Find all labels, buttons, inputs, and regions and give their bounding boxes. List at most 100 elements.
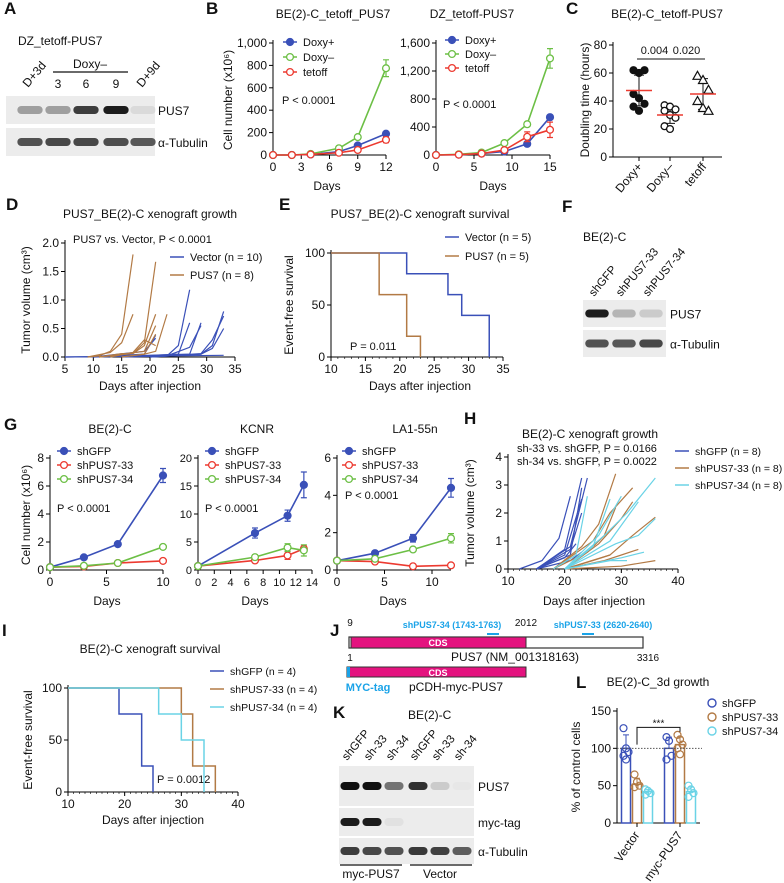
protein-band <box>362 818 382 826</box>
position-label: 9 <box>347 618 353 629</box>
data-point <box>299 546 308 555</box>
protein-band <box>130 106 156 114</box>
series-line <box>435 129 551 156</box>
data-point <box>671 105 680 114</box>
y-tick-label: 2 <box>37 535 44 549</box>
x-tick-label: 25 <box>428 362 442 376</box>
x-tick-label: 0 <box>270 160 277 174</box>
x-tick-label: 2 <box>211 577 217 589</box>
x-tick-label: 10 <box>156 575 170 589</box>
shrna-label: shPUS7-33 (2620-2640) <box>554 620 653 630</box>
data-point <box>702 105 715 115</box>
series-line <box>49 475 164 568</box>
legend-marker <box>707 712 717 722</box>
panel-letter: D <box>6 195 18 214</box>
legend-label: Doxy– <box>303 52 335 64</box>
y-tick-label: 20 <box>180 453 192 465</box>
x-axis-label: Days <box>241 594 268 608</box>
protein-band <box>103 138 129 146</box>
data-point <box>621 755 631 764</box>
x-tick-label: 0 <box>47 575 54 589</box>
chart-title: BE(2)-C_tetoff_PUS7 <box>276 7 391 21</box>
x-axis-label: Days after injection <box>369 379 471 393</box>
x-tick-label: 20 <box>118 797 132 811</box>
protein-band <box>103 106 129 114</box>
x-tick-label: 30 <box>200 362 214 376</box>
lane-group-header: Doxy– <box>73 57 107 71</box>
protein-band <box>340 847 360 855</box>
y-tick-label: 40 <box>594 94 608 108</box>
x-tick-label: Doxy– <box>644 160 677 195</box>
legend-label: shGFP <box>77 446 111 458</box>
data-point <box>408 545 418 554</box>
data-point <box>675 735 685 744</box>
tumor-growth-line <box>98 325 157 358</box>
y-tick-label: 0 <box>423 148 430 162</box>
panel-letter: B <box>206 0 218 18</box>
data-point <box>332 556 342 565</box>
protein-band <box>452 847 472 855</box>
x-tick-label: 10 <box>61 797 75 811</box>
data-point <box>158 542 168 551</box>
y-tick-label: 200 <box>247 126 267 140</box>
y-tick-label: 0 <box>55 785 62 799</box>
legend-label: shGFP <box>722 698 756 710</box>
data-point <box>408 534 418 543</box>
tumor-growth-line <box>564 501 634 570</box>
legend-marker <box>344 474 354 484</box>
y-tick-label: 0 <box>260 148 267 162</box>
tumor-growth-line <box>553 496 588 570</box>
tumor-growth-line <box>564 495 622 570</box>
x-tick-label: 10 <box>87 362 101 376</box>
data-point <box>697 102 709 113</box>
panel-letter: F <box>562 197 572 216</box>
lane-label: sh-34 <box>384 733 412 763</box>
data-point <box>408 562 418 571</box>
series-line <box>273 67 387 156</box>
data-point <box>630 770 639 779</box>
legend-label: shPUS7-33 (n = 8) <box>695 463 782 475</box>
lane-label: D+9d <box>134 59 163 90</box>
legend-marker <box>447 49 457 59</box>
y-tick-label: 50 <box>49 733 63 747</box>
legend-marker <box>59 446 69 456</box>
data-point <box>675 750 685 759</box>
data-point <box>283 511 292 520</box>
data-point <box>370 554 380 563</box>
legend-marker <box>707 698 717 708</box>
p-value-annotation: sh-33 vs. shGFP, P = 0.0166 <box>517 443 657 455</box>
p-value-annotation: P < 0.0001 <box>57 503 110 515</box>
data-point <box>630 783 639 792</box>
legend-label: shPUS7-33 <box>225 460 281 472</box>
data-point <box>619 724 628 733</box>
data-point <box>523 120 532 129</box>
protein-band <box>408 847 428 855</box>
y-tick-label: 0.0 <box>42 350 59 364</box>
y-tick-label: 6 <box>324 451 331 465</box>
blot-row-label: α-Tubulin <box>158 136 208 150</box>
legend-marker <box>59 474 69 484</box>
x-axis-label: Days after injection <box>102 813 204 827</box>
protein-band <box>612 309 636 318</box>
legend-label: shPUS7-34 <box>77 474 133 486</box>
legend-label: PUS7 (n = 5) <box>465 251 529 263</box>
chart-title: PUS7_BE(2)-C xenograft growth <box>63 207 237 221</box>
data-point <box>660 106 669 115</box>
survival-curve <box>68 687 205 792</box>
tumor-growth-line <box>564 477 656 570</box>
y-tick-label: 8 <box>37 451 44 465</box>
legend-label: shPUS7-34 (n = 8) <box>695 480 782 492</box>
data-point <box>634 106 644 115</box>
x-tick-label: 15 <box>359 362 373 376</box>
survival-curve <box>68 687 154 792</box>
y-tick-label: 3 <box>495 478 502 492</box>
data-point <box>113 558 122 568</box>
legend-label: shGFP (n = 8) <box>695 446 761 458</box>
protein-band <box>73 106 99 114</box>
y-tick-label: 2.0 <box>42 236 59 250</box>
y-axis-label: Tumor volume (cm³) <box>19 246 33 354</box>
error-bar <box>623 734 629 749</box>
tumor-growth-line <box>64 289 191 358</box>
shrna-label: shPUS7-34 (1743-1763) <box>403 620 502 630</box>
